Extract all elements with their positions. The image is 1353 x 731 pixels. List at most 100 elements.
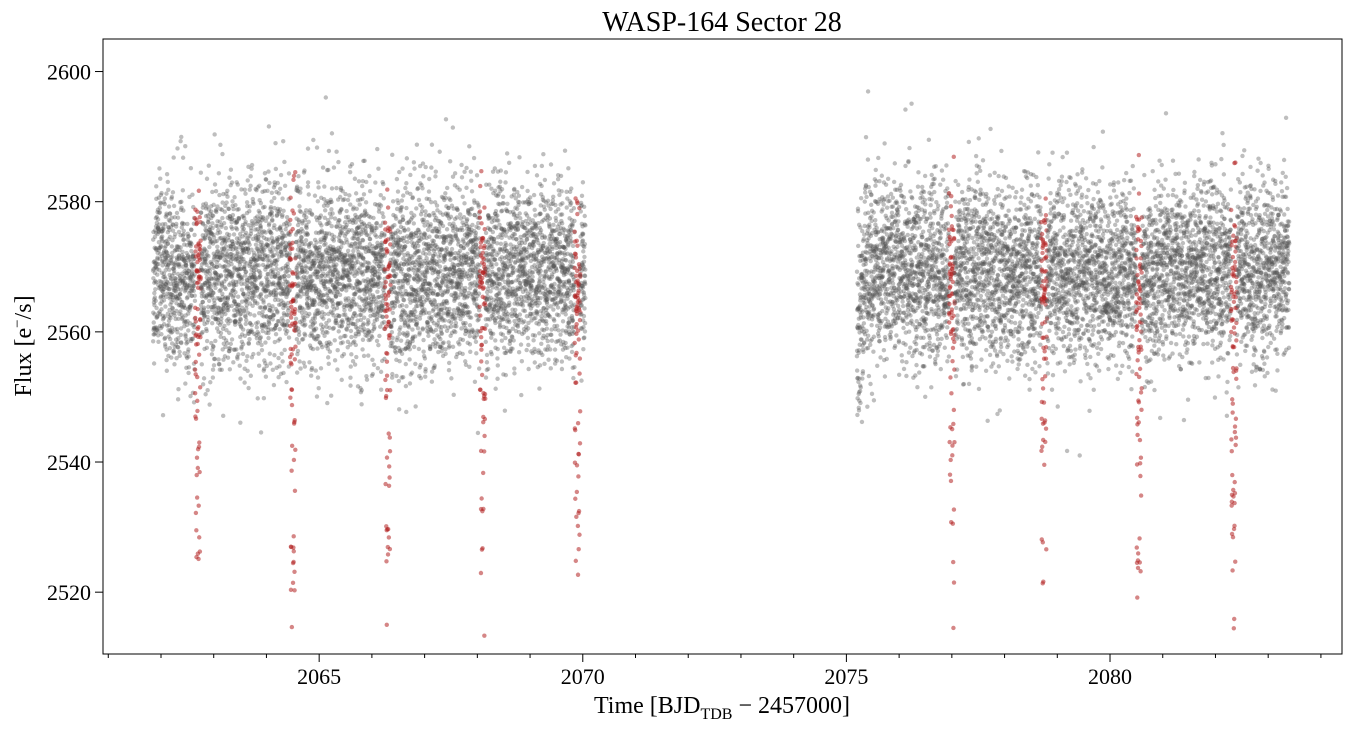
- flux-point: [399, 267, 404, 272]
- flux-point: [275, 310, 280, 315]
- in-transit-point: [293, 344, 298, 349]
- flux-point: [192, 261, 197, 267]
- flux-point: [359, 388, 364, 393]
- flux-point: [423, 274, 428, 279]
- flux-point: [162, 284, 167, 289]
- in-transit-point: [195, 306, 200, 312]
- flux-point: [323, 95, 329, 100]
- flux-point: [444, 227, 450, 232]
- in-transit-point: [196, 444, 202, 450]
- in-transit-point: [197, 215, 202, 220]
- flux-point: [183, 285, 189, 291]
- flux-point: [494, 225, 499, 231]
- flux-point: [170, 228, 176, 233]
- flux-point: [316, 185, 321, 190]
- flux-point: [518, 216, 523, 221]
- in-transit-point: [288, 257, 294, 262]
- flux-point: [255, 301, 260, 306]
- flux-point: [201, 311, 207, 316]
- flux-point: [153, 279, 159, 285]
- flux-point: [329, 277, 334, 283]
- flux-point: [504, 243, 509, 248]
- flux-point: [390, 152, 395, 158]
- flux-point: [247, 209, 252, 214]
- flux-point: [319, 223, 324, 228]
- flux-point: [202, 321, 207, 327]
- flux-point: [211, 235, 217, 240]
- flux-point: [200, 299, 206, 305]
- flux-point: [287, 222, 292, 227]
- flux-point: [427, 176, 432, 182]
- flux-point: [472, 379, 478, 384]
- in-transit-point: [197, 268, 203, 273]
- flux-point: [483, 339, 488, 345]
- flux-point: [154, 305, 159, 311]
- flux-point: [503, 372, 509, 378]
- flux-point: [175, 293, 180, 299]
- in-transit-point: [385, 526, 391, 532]
- flux-point: [407, 381, 413, 386]
- flux-point: [511, 338, 516, 343]
- flux-point: [313, 326, 319, 331]
- flux-point: [261, 300, 266, 305]
- flux-point: [372, 325, 377, 330]
- flux-point: [258, 335, 264, 340]
- flux-point: [173, 280, 178, 286]
- flux-point: [188, 289, 193, 294]
- flux-point: [152, 332, 157, 337]
- flux-point: [159, 235, 164, 240]
- flux-point: [173, 278, 178, 283]
- flux-point: [296, 174, 301, 179]
- flux-point: [248, 183, 253, 189]
- flux-point: [238, 420, 243, 425]
- flux-point: [188, 260, 194, 265]
- flux-point: [158, 325, 164, 331]
- flux-point: [152, 327, 157, 332]
- flux-point: [154, 325, 160, 331]
- flux-point: [476, 291, 482, 296]
- flux-point: [330, 211, 335, 216]
- flux-point: [490, 264, 495, 270]
- flux-point: [448, 214, 454, 220]
- flux-point: [476, 225, 481, 231]
- flux-point: [190, 268, 195, 274]
- flux-point: [473, 230, 479, 236]
- flux-point: [511, 270, 516, 275]
- flux-point: [162, 201, 167, 207]
- flux-point: [179, 205, 184, 210]
- flux-point: [403, 361, 409, 367]
- flux-point: [486, 366, 491, 372]
- in-transit-point: [384, 455, 390, 460]
- flux-point: [168, 302, 173, 307]
- flux-point: [230, 199, 235, 204]
- in-transit-point: [291, 211, 297, 216]
- flux-point: [186, 305, 192, 310]
- flux-point: [422, 356, 428, 361]
- flux-point: [168, 328, 173, 333]
- flux-point: [177, 262, 182, 267]
- flux-point: [163, 221, 168, 227]
- flux-point: [312, 299, 318, 305]
- flux-point: [454, 324, 459, 329]
- flux-point: [157, 245, 162, 250]
- flux-point: [203, 227, 208, 233]
- flux-point: [161, 249, 167, 254]
- flux-point: [163, 304, 168, 309]
- flux-point: [367, 173, 372, 179]
- flux-point: [184, 270, 189, 276]
- flux-point: [269, 190, 275, 196]
- flux-point: [206, 163, 212, 168]
- flux-point: [215, 244, 220, 249]
- flux-point: [510, 346, 515, 351]
- in-transit-point: [290, 580, 296, 586]
- flux-point: [212, 356, 218, 362]
- flux-point: [204, 262, 209, 268]
- flux-point: [177, 291, 183, 297]
- flux-point: [186, 272, 192, 277]
- flux-point: [353, 313, 359, 318]
- flux-point: [163, 244, 168, 249]
- flux-point: [163, 238, 169, 244]
- flux-point: [336, 329, 341, 334]
- flux-point: [170, 190, 176, 195]
- in-transit-point: [386, 483, 392, 488]
